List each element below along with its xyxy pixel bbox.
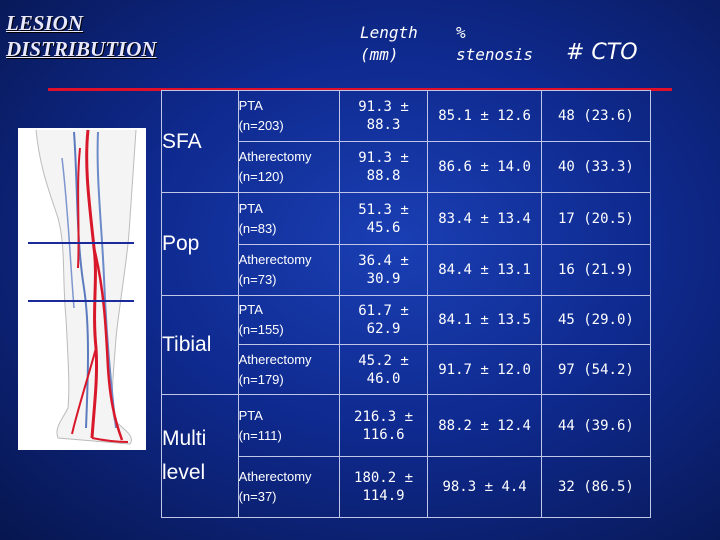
length-mean: 216.3 ±	[354, 408, 414, 425]
leg-vessel-drawing	[35, 129, 137, 445]
length-mean: 61.7 ±	[358, 303, 409, 319]
header-rule	[48, 88, 672, 91]
table-row: Multi level PTA (n=111) 216.3 ± 116.6 88…	[161, 394, 652, 518]
procedure-name: Atherectomy	[238, 351, 312, 367]
segment-marker-lower	[28, 300, 134, 302]
procedure-cell: Atherectomy (n=73)	[237, 244, 340, 296]
stenosis-cell: 86.6 ± 14.0	[427, 141, 542, 193]
segment-cell-tibial: Tibial	[161, 295, 239, 395]
procedure-name: Atherectomy	[238, 252, 312, 267]
procedure-count: (n=37)	[238, 489, 277, 504]
procedure-count: (n=120)	[238, 169, 284, 184]
lesion-table: SFA PTA (n=203) 91.3 ± 88.3 85.1 ± 12.6 …	[161, 90, 652, 518]
length-mean: 45.2 ±	[358, 352, 409, 369]
stenosis-cell: 83.4 ± 13.4	[427, 192, 542, 245]
segment-cell-sfa: SFA	[161, 90, 239, 193]
stenosis-cell: 98.3 ± 4.4	[427, 456, 542, 518]
title-line-1: LESION	[6, 11, 84, 35]
procedure-name: PTA	[238, 407, 263, 423]
length-cell: 51.3 ± 45.6	[338, 192, 429, 245]
length-sd: 62.9	[366, 321, 401, 337]
segment-label: Tibial	[162, 333, 212, 356]
length-sd: 88.3	[366, 117, 401, 133]
segment-label: Pop	[162, 232, 200, 255]
procedure-cell: PTA (n=83)	[237, 192, 340, 245]
cto-cell: 17 (20.5)	[540, 192, 652, 245]
table-row: Atherectomy (n=179) 45.2 ± 46.0 91.7 ± 1…	[162, 344, 652, 395]
leg-illustration	[18, 128, 146, 450]
cto-cell: 45 (29.0)	[540, 295, 652, 345]
procedure-name: Atherectomy	[238, 469, 312, 484]
header-stenosis-line1: %	[456, 23, 466, 42]
length-cell: 180.2 ± 114.9	[338, 456, 429, 518]
header-stenosis-line2: stenosis	[456, 45, 534, 64]
cto-cell: 44 (39.6)	[540, 394, 652, 457]
segment-label: Multi	[162, 427, 207, 450]
cto-cell: 48 (23.6)	[540, 90, 652, 142]
stenosis-cell: 84.4 ± 13.1	[427, 244, 542, 296]
length-cell: 216.3 ± 116.6	[338, 394, 429, 457]
length-sd: 114.9	[362, 488, 405, 504]
procedure-cell: PTA (n=111)	[237, 394, 340, 457]
length-sd: 46.0	[366, 370, 401, 387]
length-sd: 30.9	[366, 271, 401, 287]
procedure-count: (n=73)	[238, 272, 277, 287]
segment-label-line2: level	[162, 461, 206, 484]
cto-cell: 32 (86.5)	[540, 456, 652, 518]
stenosis-cell: 84.1 ± 13.5	[427, 295, 542, 345]
length-mean: 91.3 ±	[358, 99, 409, 115]
length-mean: 51.3 ±	[358, 201, 409, 218]
length-cell: 45.2 ± 46.0	[338, 344, 429, 395]
header-stenosis: % stenosis	[456, 22, 533, 66]
segment-label: SFA	[162, 129, 202, 153]
table-row: Tibial PTA (n=155) 61.7 ± 62.9 84.1 ± 13…	[161, 295, 652, 395]
procedure-cell: PTA (n=203)	[237, 90, 340, 142]
procedure-cell: Atherectomy (n=37)	[237, 456, 340, 518]
segment-cell-pop: Pop	[161, 192, 239, 296]
stenosis-cell: 88.2 ± 12.4	[427, 394, 542, 457]
cto-cell: 97 (54.2)	[540, 344, 652, 395]
header-length-line2: (mm)	[360, 45, 399, 64]
segment-cell-multilevel: Multi level	[161, 394, 239, 518]
stenosis-cell: 85.1 ± 12.6	[427, 90, 542, 142]
header-length-line1: Length	[360, 23, 418, 42]
table-row: Pop PTA (n=83) 51.3 ± 45.6 83.4 ± 13.4 1…	[161, 192, 652, 296]
table-row: Atherectomy (n=73) 36.4 ± 30.9 84.4 ± 13…	[162, 244, 652, 296]
procedure-name: PTA	[238, 98, 263, 113]
length-mean: 91.3 ±	[358, 150, 409, 166]
procedure-cell: Atherectomy (n=179)	[237, 344, 340, 395]
length-sd: 45.6	[366, 219, 401, 236]
procedure-count: (n=179)	[238, 371, 284, 387]
procedure-count: (n=203)	[238, 118, 284, 133]
length-sd: 116.6	[362, 426, 405, 443]
length-cell: 91.3 ± 88.3	[338, 90, 429, 142]
procedure-count: (n=155)	[238, 322, 284, 337]
procedure-name: PTA	[238, 302, 263, 317]
cto-cell: 40 (33.3)	[540, 141, 652, 193]
table-row: Atherectomy (n=120) 91.3 ± 88.8 86.6 ± 1…	[162, 141, 652, 193]
procedure-count: (n=111)	[238, 427, 282, 443]
procedure-count: (n=83)	[238, 220, 277, 236]
length-mean: 180.2 ±	[354, 470, 414, 486]
procedure-cell: PTA (n=155)	[237, 295, 340, 345]
procedure-name: PTA	[238, 200, 263, 216]
header-length: Length (mm)	[360, 22, 418, 66]
length-mean: 36.4 ±	[358, 253, 409, 269]
table-row: SFA PTA (n=203) 91.3 ± 88.3 85.1 ± 12.6 …	[161, 90, 652, 193]
slide-title: LESION DISTRIBUTION	[6, 10, 157, 62]
length-cell: 61.7 ± 62.9	[338, 295, 429, 345]
length-sd: 88.8	[366, 168, 401, 184]
length-cell: 36.4 ± 30.9	[338, 244, 429, 296]
procedure-name: Atherectomy	[238, 149, 312, 164]
length-cell: 91.3 ± 88.8	[338, 141, 429, 193]
cto-cell: 16 (21.9)	[540, 244, 652, 296]
segment-marker-upper	[28, 242, 134, 244]
title-line-2: DISTRIBUTION	[6, 37, 157, 61]
stenosis-cell: 91.7 ± 12.0	[427, 344, 542, 395]
procedure-cell: Atherectomy (n=120)	[237, 141, 340, 193]
table-row: Atherectomy (n=37) 180.2 ± 114.9 98.3 ± …	[162, 456, 652, 518]
header-cto: # CTO	[566, 40, 638, 65]
